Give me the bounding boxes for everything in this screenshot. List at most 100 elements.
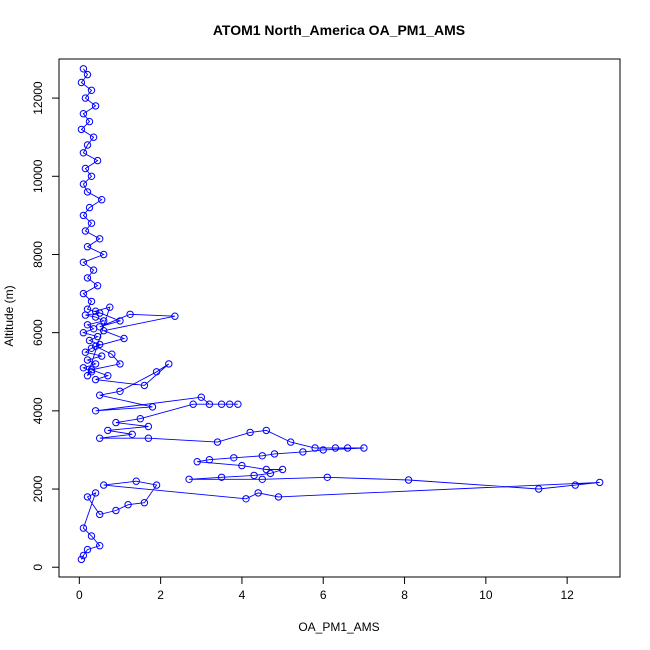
series-line [80, 68, 600, 560]
data-point [91, 307, 100, 315]
y-axis-label: Altitude (m) [2, 285, 16, 346]
data-point [79, 329, 88, 337]
x-tick-label: 8 [401, 588, 408, 602]
data-point [83, 372, 92, 380]
x-axis: 0 2 4 6 8 10 12 [76, 576, 574, 602]
data-point [83, 321, 92, 329]
data-point [85, 203, 94, 212]
data-point [299, 448, 307, 456]
data-point [287, 438, 295, 446]
data-point [81, 311, 90, 319]
y-axis: 0 2000 4000 6000 8000 10000 12000 [31, 81, 60, 571]
data-point [100, 317, 108, 325]
data-point [85, 117, 94, 126]
data-point [132, 477, 140, 485]
data-point [79, 110, 88, 118]
chart-title: ATOM1 North_America OA_PM1_AMS [213, 22, 465, 38]
data-point [217, 473, 226, 481]
data-point [189, 400, 197, 408]
data-point [89, 266, 98, 274]
x-tick-label: 6 [320, 588, 327, 602]
data-point [79, 149, 88, 157]
data-point [343, 444, 352, 452]
data-point [126, 310, 134, 318]
data-point [238, 461, 246, 470]
data-point [571, 481, 579, 489]
data-point [96, 542, 104, 550]
data-point [274, 493, 283, 501]
data-point [83, 493, 92, 501]
data-point [77, 555, 86, 564]
data-point [83, 243, 92, 251]
data-point [140, 499, 149, 507]
data-point [311, 444, 319, 452]
data-point [148, 403, 157, 411]
data-point [96, 235, 104, 243]
data-point [319, 446, 327, 454]
data-point [96, 323, 104, 331]
data-point [81, 164, 90, 173]
series-line-group [80, 68, 600, 560]
data-point [120, 334, 128, 343]
data-point [144, 422, 153, 431]
data-point [535, 485, 543, 493]
data-point [596, 478, 604, 487]
x-tick-label: 10 [479, 588, 493, 602]
data-point [104, 372, 112, 380]
data-point [93, 332, 102, 341]
y-tick-label: 2000 [31, 475, 45, 502]
data-point [278, 465, 287, 474]
y-tick-label: 4000 [31, 397, 45, 424]
data-point [81, 227, 90, 235]
data-point [242, 495, 250, 503]
data-point [83, 188, 92, 196]
data-point [91, 313, 100, 321]
data-point [226, 400, 234, 408]
data-point [79, 180, 88, 188]
data-point [331, 444, 340, 452]
data-point [112, 506, 120, 515]
y-tick-label: 0 [31, 564, 45, 571]
data-point [230, 454, 238, 462]
data-point [100, 327, 108, 335]
data-point [91, 102, 100, 110]
data-point [254, 489, 262, 497]
y-tick-label: 8000 [31, 241, 45, 268]
data-point [246, 428, 254, 437]
x-tick-label: 0 [76, 588, 83, 602]
data-point [79, 211, 88, 220]
data-point [98, 352, 106, 360]
data-point [79, 364, 88, 372]
x-tick-label: 12 [560, 588, 574, 602]
data-point [83, 274, 92, 282]
data-point [217, 400, 226, 408]
data-point [79, 551, 88, 560]
data-point [91, 360, 100, 368]
data-point [87, 219, 96, 227]
data-point [404, 476, 413, 484]
y-tick-label: 12000 [31, 81, 45, 115]
data-point [87, 297, 96, 306]
data-point [77, 125, 86, 134]
data-point [79, 289, 88, 298]
y-tick-label: 10000 [31, 159, 45, 193]
data-point [89, 133, 98, 141]
data-point [87, 366, 96, 374]
data-point [96, 309, 104, 317]
data-point [100, 250, 108, 259]
data-point [250, 471, 258, 480]
data-point [124, 501, 132, 509]
data-point [266, 469, 275, 478]
data-point [262, 465, 270, 474]
data-point [116, 317, 124, 325]
data-point [91, 342, 100, 350]
data-point [85, 336, 94, 345]
data-point [116, 360, 124, 368]
data-point [81, 94, 90, 102]
x-tick-label: 4 [239, 588, 246, 602]
data-point [116, 387, 124, 395]
data-point [91, 407, 100, 415]
data-point [104, 426, 112, 435]
data-point [83, 70, 92, 79]
data-point [197, 393, 206, 401]
